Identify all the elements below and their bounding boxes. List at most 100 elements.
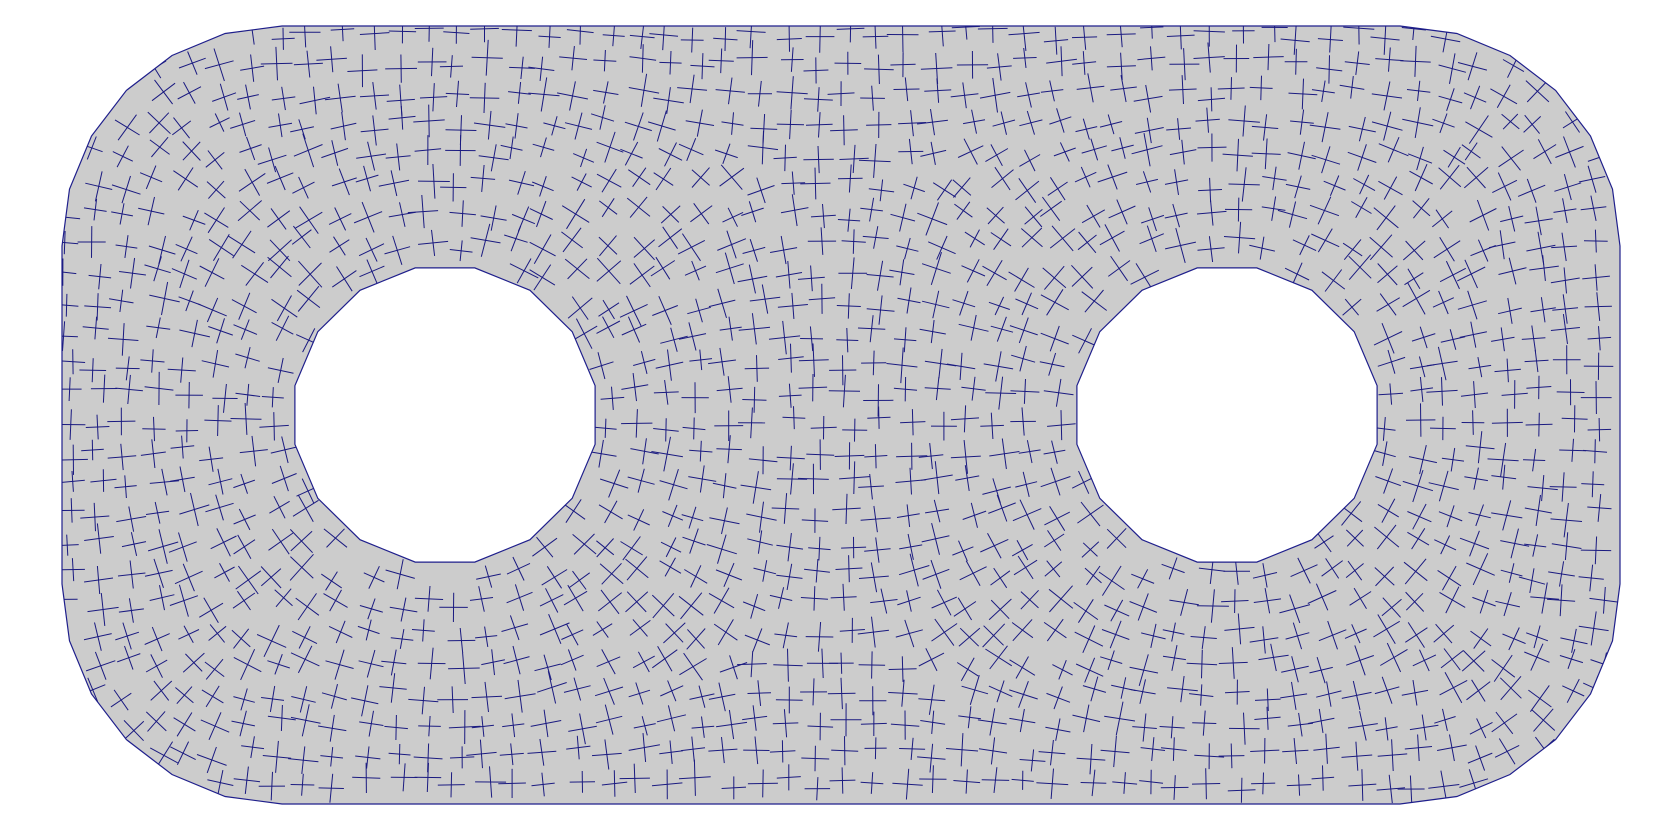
- cross-stroke: [1049, 80, 1055, 102]
- cross-stroke: [905, 768, 910, 800]
- cross-stroke: [1508, 563, 1515, 583]
- cross-glyph: [956, 657, 979, 682]
- cross-stroke: [128, 506, 135, 532]
- cross-glyph: [1169, 588, 1199, 616]
- cross-stroke: [548, 26, 551, 48]
- cross-stroke: [693, 417, 695, 440]
- cross-glyph: [563, 584, 588, 612]
- cross-glyph: [443, 26, 470, 44]
- cross-glyph: [593, 81, 619, 104]
- cross-glyph: [1457, 52, 1488, 81]
- cross-stroke: [642, 733, 647, 763]
- cross-stroke: [1023, 378, 1026, 404]
- cross-glyph: [953, 597, 977, 621]
- cross-stroke: [596, 257, 621, 285]
- cross-stroke: [1571, 628, 1577, 653]
- cross-glyph: [1098, 565, 1125, 596]
- cross-stroke: [992, 77, 998, 113]
- cross-glyph: [149, 136, 170, 158]
- cross-glyph: [88, 263, 112, 290]
- cross-glyph: [1342, 298, 1362, 316]
- cross-stroke: [662, 206, 680, 223]
- cross-glyph: [595, 704, 623, 735]
- cross-glyph: [747, 80, 773, 107]
- cross-glyph: [952, 540, 974, 562]
- cross-stroke: [633, 236, 655, 261]
- cross-stroke: [429, 647, 434, 680]
- cross-stroke: [1598, 417, 1601, 442]
- cross-glyph: [408, 686, 439, 715]
- cross-glyph: [808, 536, 831, 561]
- cross-stroke: [1082, 542, 1098, 557]
- cross-stroke: [1348, 254, 1372, 281]
- cross-stroke: [1241, 167, 1247, 202]
- cross-glyph: [330, 26, 355, 42]
- cross-glyph: [803, 87, 833, 112]
- cross-glyph: [323, 589, 348, 612]
- cross-glyph: [564, 112, 593, 140]
- cross-stroke: [1090, 676, 1099, 702]
- cross-glyph: [1015, 292, 1039, 316]
- cross-glyph: [171, 259, 197, 289]
- cross-glyph: [1438, 164, 1462, 190]
- cross-glyph: [440, 173, 467, 202]
- cross-glyph: [534, 654, 561, 681]
- cross-glyph: [921, 251, 951, 286]
- cross-glyph: [1052, 660, 1073, 680]
- cross-stroke: [509, 136, 514, 160]
- cross-glyph: [445, 80, 470, 108]
- cross-glyph: [736, 26, 766, 49]
- cross-stroke: [119, 203, 125, 225]
- cross-stroke: [306, 50, 311, 78]
- cross-glyph: [747, 130, 779, 165]
- cross-stroke: [1383, 26, 1387, 55]
- cross-glyph: [1461, 410, 1485, 435]
- cross-glyph: [829, 767, 856, 794]
- cross-stroke: [693, 203, 710, 225]
- cross-stroke: [611, 386, 614, 410]
- cross-stroke: [1208, 236, 1214, 263]
- cross-glyph: [651, 592, 675, 619]
- cross-stroke: [1501, 146, 1521, 171]
- cross-glyph: [903, 176, 925, 200]
- cross-stroke: [1503, 592, 1512, 617]
- cross-glyph: [722, 207, 744, 227]
- cross-stroke: [489, 766, 493, 798]
- cross-glyph: [145, 501, 170, 524]
- cross-stroke: [1479, 589, 1489, 614]
- cross-glyph: [473, 110, 506, 140]
- cross-stroke: [722, 473, 727, 499]
- cross-glyph: [737, 407, 766, 439]
- cross-stroke: [1267, 43, 1270, 71]
- cross-glyph: [804, 777, 831, 801]
- cross-glyph: [271, 315, 294, 341]
- cross-stroke: [298, 626, 311, 649]
- cross-stroke: [274, 165, 286, 191]
- cross-glyph: [769, 740, 796, 763]
- cross-stroke: [752, 471, 759, 504]
- cross-stroke: [1562, 314, 1568, 344]
- cross-stroke: [989, 708, 996, 736]
- cross-glyph: [805, 26, 835, 53]
- cross-stroke: [515, 26, 519, 47]
- cross-stroke: [390, 673, 396, 703]
- cross-stroke: [1473, 381, 1476, 409]
- cross-stroke: [1526, 80, 1549, 103]
- cross-stroke: [632, 373, 637, 402]
- cross-glyph: [599, 562, 624, 585]
- cross-stroke: [633, 763, 636, 794]
- cross-stroke: [372, 82, 377, 110]
- cross-stroke: [993, 228, 1009, 250]
- cross-stroke: [1270, 643, 1277, 672]
- cross-glyph: [1501, 113, 1520, 130]
- cross-glyph: [471, 716, 494, 737]
- cross-stroke: [1476, 718, 1487, 739]
- cross-stroke: [244, 168, 261, 196]
- cross-glyph: [895, 619, 923, 648]
- cross-glyph: [1426, 346, 1458, 381]
- cross-stroke: [959, 627, 980, 647]
- cross-stroke: [1019, 345, 1027, 372]
- cross-glyph: [619, 295, 648, 327]
- cross-stroke: [719, 347, 725, 376]
- cross-glyph: [1378, 137, 1409, 163]
